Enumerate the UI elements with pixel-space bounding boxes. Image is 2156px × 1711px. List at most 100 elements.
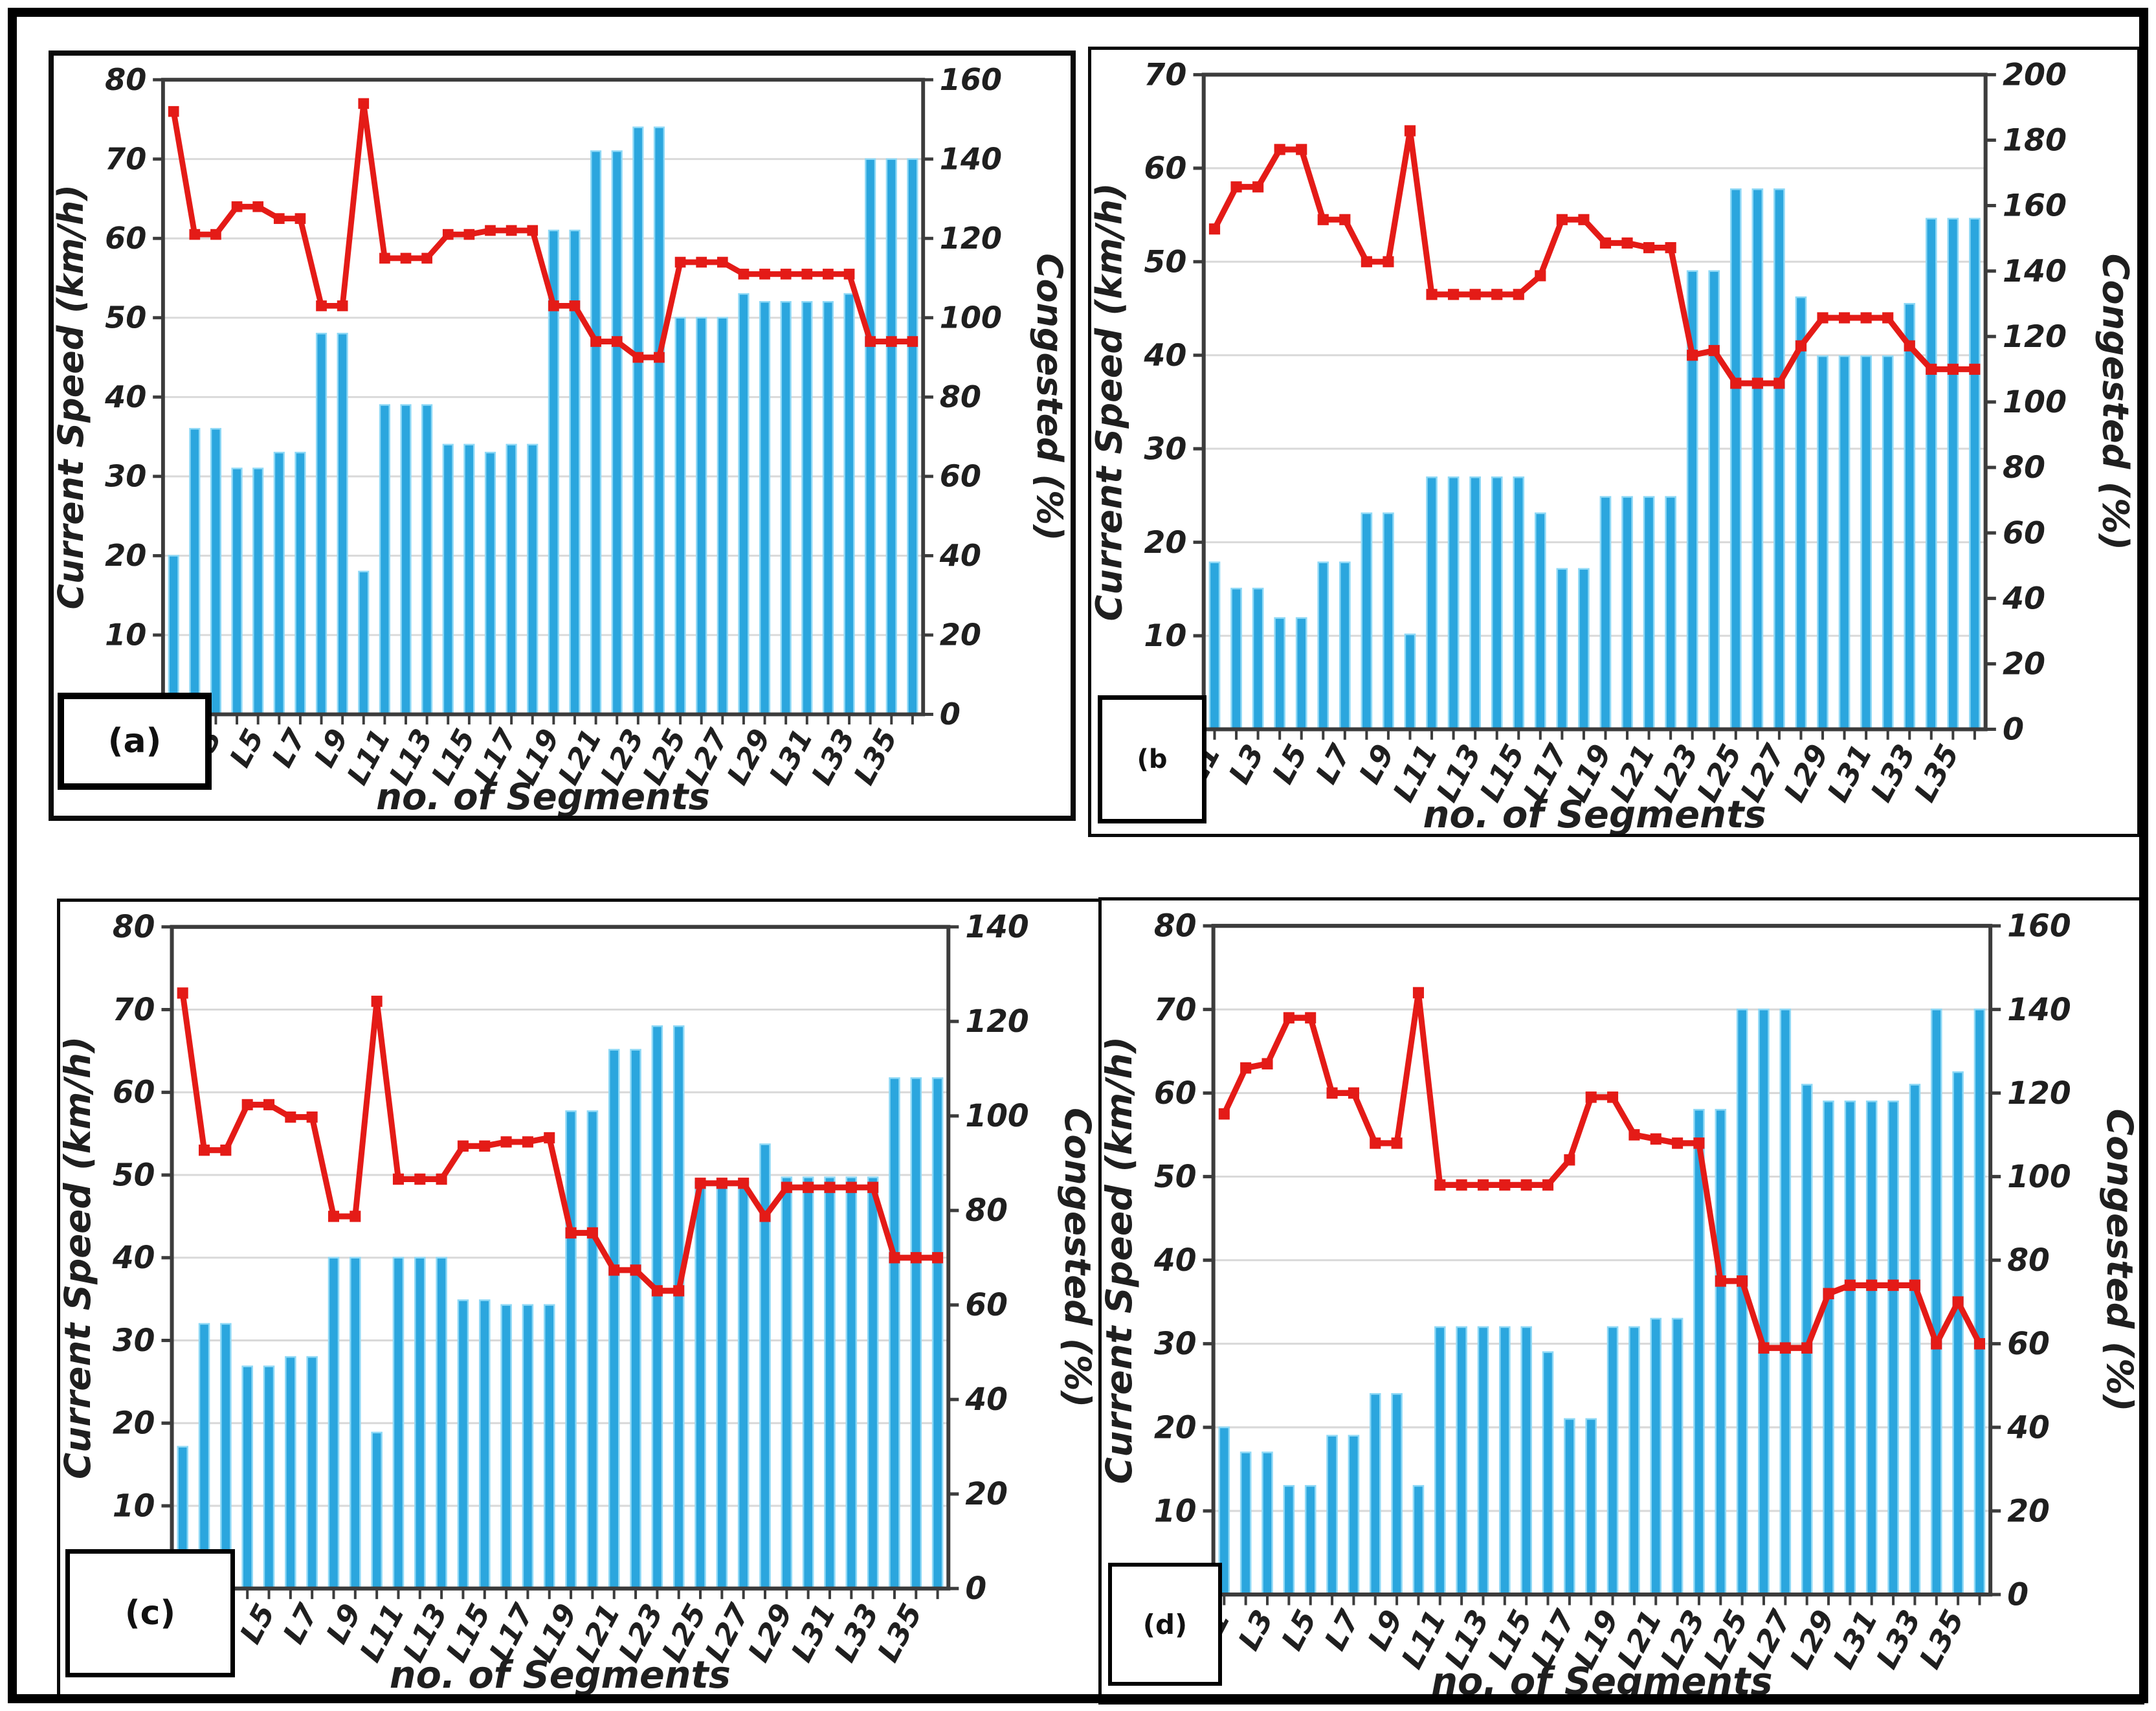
svg-text:200: 200 <box>2003 58 2067 93</box>
congested-bar <box>1208 561 1221 730</box>
speed-marker <box>803 1181 814 1193</box>
svg-text:180: 180 <box>2003 123 2067 159</box>
svg-text:30: 30 <box>1154 1326 1197 1363</box>
congested-bar <box>1261 1451 1273 1596</box>
svg-text:80: 80 <box>940 379 981 414</box>
speed-marker <box>824 1181 836 1193</box>
svg-text:100: 100 <box>940 300 1002 335</box>
speed-marker <box>1585 1091 1597 1103</box>
speed-marker <box>220 1145 232 1156</box>
congested-bar <box>910 1077 922 1590</box>
congested-bar <box>632 126 644 715</box>
svg-text:0: 0 <box>965 1571 986 1607</box>
congested-bar <box>231 467 243 715</box>
svg-text:140: 140 <box>965 910 1028 945</box>
speed-marker <box>1283 1012 1295 1023</box>
congested-bar <box>889 1077 900 1590</box>
congested-bar <box>1779 1008 1792 1596</box>
congested-bar <box>780 301 792 715</box>
svg-text:160: 160 <box>940 62 1002 97</box>
speed-marker <box>1628 1129 1640 1141</box>
svg-text:20: 20 <box>1154 1410 1197 1446</box>
speed-marker <box>1758 1342 1770 1354</box>
svg-text:30: 30 <box>105 459 146 494</box>
congested-bar <box>1729 188 1742 730</box>
congested-bar <box>1564 1418 1575 1596</box>
congested-bar <box>630 1049 641 1590</box>
svg-text:40: 40 <box>1143 338 1186 374</box>
congested-bar <box>1412 1484 1425 1596</box>
speed-marker <box>358 98 370 109</box>
congested-bar <box>1252 587 1264 730</box>
congested-bar <box>527 443 539 715</box>
congested-bar <box>371 1431 383 1590</box>
speed-marker <box>1391 1137 1403 1149</box>
speed-marker <box>1599 237 1612 249</box>
plot-border <box>1201 73 1988 732</box>
speed-marker <box>1860 312 1872 324</box>
speed-marker <box>674 256 686 268</box>
chart-panel-c: 01020304050607080020406080100120140L1L3L… <box>57 899 1102 1697</box>
x-tick-label: L35 <box>871 1598 929 1668</box>
svg-text:80: 80 <box>1154 908 1197 945</box>
congested-bar <box>337 333 348 715</box>
speed-marker <box>414 1173 426 1185</box>
x-tick-label: L3 <box>1222 739 1271 789</box>
left-axis: 01020304050607080 <box>1153 908 1214 1613</box>
congested-bar <box>414 1257 426 1590</box>
svg-text:140: 140 <box>2003 254 2067 289</box>
right-axis: 0 20 40 60 80 100 120 140 <box>948 910 1029 1607</box>
speed-marker <box>457 1140 469 1152</box>
x-axis-title: no. of Segments <box>390 1652 731 1694</box>
congested-bar <box>1499 1326 1511 1596</box>
congested-bar <box>1973 1008 1986 1596</box>
left-axis: 010203040506070 <box>1143 58 1204 748</box>
speed-marker <box>1969 363 1981 375</box>
congested-bar <box>565 1110 577 1590</box>
svg-text:60: 60 <box>940 459 981 494</box>
panel-letter-box-a: (a) <box>58 693 212 790</box>
congested-bar <box>1650 1317 1662 1596</box>
congested-bar <box>1736 1008 1748 1596</box>
congested-bar <box>1606 1326 1619 1596</box>
congested-bar <box>522 1304 534 1590</box>
congested-bar <box>295 451 306 715</box>
speed-marker <box>738 1178 750 1189</box>
svg-text:0: 0 <box>940 697 961 732</box>
congested-bar <box>1383 512 1394 730</box>
congested-bar <box>1513 476 1525 730</box>
speed-marker <box>316 300 327 311</box>
panel-letter-box-b: (b <box>1098 695 1206 823</box>
speed-marker <box>1672 1137 1684 1149</box>
congested-bar <box>478 1299 491 1590</box>
speed-marker <box>479 1140 491 1152</box>
congested-bar <box>1969 218 1981 730</box>
speed-marker <box>759 1211 771 1222</box>
congested-bar <box>1434 1326 1446 1596</box>
x-tick-label: L31 <box>763 724 819 790</box>
svg-text:60: 60 <box>113 1075 155 1110</box>
svg-text:120: 120 <box>965 1004 1028 1040</box>
speed-marker <box>350 1211 361 1222</box>
right-axis-title: Congested (%) <box>2098 1109 2140 1412</box>
speed-marker <box>1887 1279 1899 1292</box>
speed-marker <box>843 269 855 280</box>
speed-marker <box>252 201 264 212</box>
right-axis-title: Congested (%) <box>2094 254 2136 550</box>
congested-bar <box>1621 496 1633 730</box>
svg-text:50: 50 <box>113 1157 155 1193</box>
speed-marker <box>1296 144 1307 155</box>
congested-bar <box>1491 476 1503 730</box>
speed-marker <box>337 300 348 311</box>
congested-bar <box>696 317 707 715</box>
congested-bar <box>1469 476 1481 730</box>
left-axis-title: Current Speed (km/h) <box>1102 1036 1140 1484</box>
congested-bar <box>1751 188 1764 730</box>
congested-bar <box>1708 270 1720 730</box>
speed-marker <box>306 1111 318 1123</box>
speed-marker <box>1643 242 1655 254</box>
speed-marker <box>695 1178 706 1189</box>
speed-marker <box>738 269 750 280</box>
speed-marker <box>781 1181 792 1193</box>
left-axis-title: Current Speed (km/h) <box>1091 183 1130 621</box>
